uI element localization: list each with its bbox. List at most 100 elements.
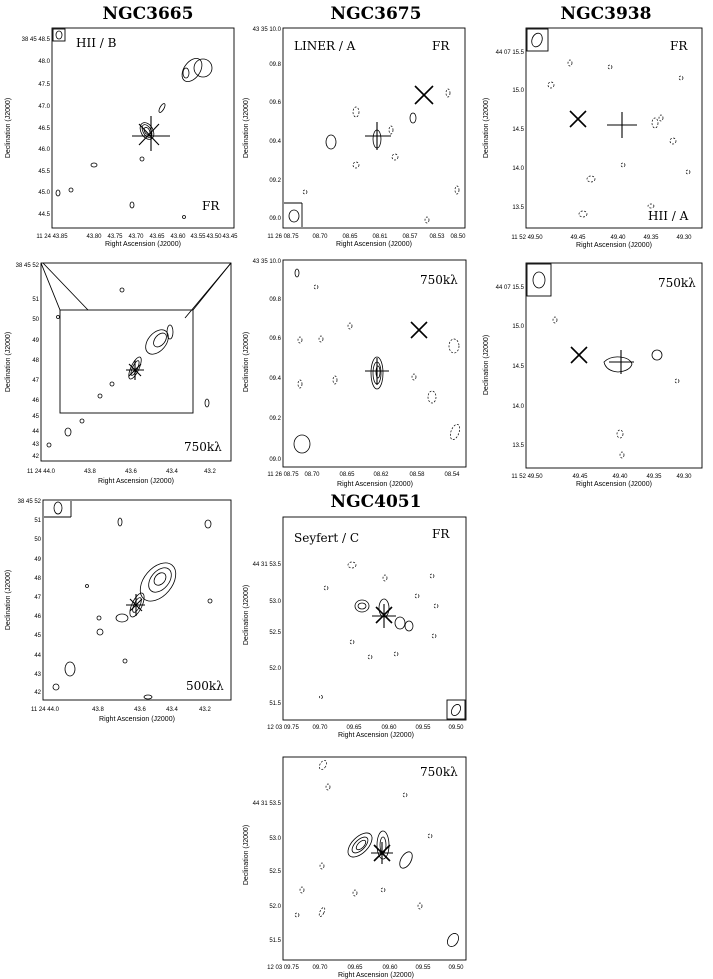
plot-frame [525, 262, 703, 469]
x-axis-label: Right Ascension (J2000) [336, 241, 412, 248]
ra-tick-label: 09.50 [448, 965, 464, 971]
dec-tick-label: 44.5 [38, 212, 50, 218]
ra-tick-label: 43.50 [206, 234, 222, 240]
dec-tick-label: 47 [34, 595, 41, 601]
resolution-label: 750kλ [658, 276, 696, 290]
beam-symbol [44, 501, 72, 518]
dec-tick-labels: 44 31 53.5 53.0 52.5 52.0 51.5 [253, 801, 282, 944]
ra-tick-labels: 11 24 43.85 43.80 43.75 43.70 43.65 43.6… [36, 234, 238, 240]
dec-tick-labels: 44 07 15.5 15.0 14.5 14.0 13.5 [496, 285, 525, 449]
dec-tick-label: 43 35 10.0 [253, 259, 282, 265]
ra-tick-label: 12 03 09.75 [267, 725, 299, 731]
y-axis-label: Declination (J2000) [5, 570, 12, 630]
ra-tick-label: 09.55 [415, 725, 431, 731]
ra-tick-label: 09.55 [415, 965, 431, 971]
ra-tick-label: 11 52 49.50 [511, 235, 543, 241]
beam-symbol [526, 263, 552, 297]
x-axis-label: Right Ascension (J2000) [576, 481, 652, 488]
ra-tick-labels: 11 52 49.50 49.45 49.40 49.35 49.30 [511, 474, 692, 480]
ra-tick-label: 11 26 08.75 [267, 472, 299, 478]
y-axis-label: Declination (J2000) [243, 98, 250, 158]
ra-tick-label: 12 03 09.75 [267, 965, 299, 971]
dec-tick-label: 14.5 [512, 127, 524, 133]
ra-tick-label: 08.53 [429, 234, 445, 240]
x-axis-label: Right Ascension (J2000) [99, 716, 175, 723]
dec-tick-label: 46.0 [38, 147, 50, 153]
dec-tick-labels: 38 45 52 51 50 49 48 47 46 45 44 43 42 [18, 499, 42, 696]
dec-tick-label: 47 [32, 378, 39, 384]
dec-tick-label: 46.5 [38, 126, 50, 132]
beam-symbol [52, 28, 66, 42]
dec-tick-label: 44 07 15.5 [496, 285, 525, 291]
plot-frame [282, 516, 467, 721]
ra-tick-label: 43.8 [92, 707, 104, 713]
dec-tick-label: 44 31 53.5 [253, 562, 282, 568]
x-axis-label: Right Ascension (J2000) [337, 481, 413, 488]
contours [552, 316, 680, 459]
dec-tick-labels: 43 35 10.0 09.8 09.6 09.4 09.2 09.0 [253, 27, 282, 222]
panel-title: NGC3938 [561, 4, 652, 24]
dec-tick-label: 09.6 [269, 100, 281, 106]
dec-tick-label: 51 [32, 297, 39, 303]
y-axis-label: Declination (J2000) [243, 332, 250, 392]
dec-tick-label: 15.0 [512, 88, 524, 94]
dec-tick-label: 46 [32, 398, 39, 404]
ra-tick-label: 08.70 [312, 234, 328, 240]
zoom-inset [40, 262, 232, 414]
dec-tick-label: 13.5 [512, 205, 524, 211]
beam-symbol [446, 699, 466, 720]
ra-tick-label: 49.30 [676, 235, 692, 241]
ra-tick-label: 09.70 [312, 965, 328, 971]
ra-tick-label: 11 26 08.75 [267, 234, 299, 240]
position-markers [365, 321, 428, 385]
plot-frame [42, 499, 232, 701]
dec-tick-label: 14.5 [512, 364, 524, 370]
panel-title: NGC3665 [103, 4, 194, 24]
position-markers [372, 604, 396, 628]
panel-ngc4051-fr: NGC4051 12 03 09.75 09.70 09.65 09.60 09… [243, 492, 467, 739]
position-markers [126, 360, 144, 380]
panel-ngc3938-750k: 11 52 49.50 49.45 49.40 49.35 49.30 44 0… [483, 262, 703, 488]
ra-tick-label: 08.57 [402, 234, 418, 240]
dec-tick-label: 14.0 [512, 404, 524, 410]
dec-tick-label: 48 [34, 576, 41, 582]
dec-tick-label: 42 [34, 690, 41, 696]
y-axis-label: Declination (J2000) [243, 585, 250, 645]
dec-tick-label: 52.0 [269, 666, 281, 672]
source-class-label: HII / B [76, 36, 117, 50]
x-axis-label: Right Ascension (J2000) [105, 241, 181, 248]
ra-tick-label: 49.40 [610, 235, 626, 241]
y-axis-label: Declination (J2000) [483, 98, 490, 158]
panel-ngc4051-750k: 12 03 09.75 09.70 09.65 09.60 09.55 09.5… [243, 756, 467, 979]
dec-tick-label: 53.0 [269, 836, 281, 842]
dec-tick-label: 09.2 [269, 416, 281, 422]
ra-tick-label: 11 52 49.50 [511, 474, 543, 480]
ra-tick-label: 49.30 [676, 474, 692, 480]
beam-symbol [526, 28, 549, 52]
contours [319, 561, 439, 699]
dec-tick-label: 49 [32, 338, 39, 344]
ra-tick-label: 43.2 [204, 469, 216, 475]
dec-tick-label: 38 45 52 [18, 499, 42, 505]
ra-tick-label: 08.61 [372, 234, 388, 240]
dec-tick-label: 38 45 52 [16, 263, 40, 269]
panel-ngc3665-500k: 11 24 44.0 43.8 43.6 43.4 43.2 38 45 52 … [5, 499, 232, 723]
ra-tick-label: 43.55 [190, 234, 206, 240]
plot-frame [40, 262, 232, 462]
resolution-label: FR [670, 39, 688, 53]
position-markers [126, 594, 145, 616]
panel-ngc3938-fr: NGC3938 11 52 49.50 49.45 49.40 49.35 49… [483, 4, 703, 249]
dec-tick-label: 09.4 [269, 139, 281, 145]
dec-tick-label: 53.0 [269, 599, 281, 605]
dec-tick-label: 43 [32, 442, 39, 448]
ra-tick-label: 09.70 [312, 725, 328, 731]
dec-tick-label: 44 31 53.5 [253, 801, 282, 807]
ra-tick-label: 49.45 [572, 474, 588, 480]
ra-tick-label: 49.40 [612, 474, 628, 480]
dec-tick-label: 14.0 [512, 166, 524, 172]
ra-tick-label: 09.60 [381, 725, 397, 731]
y-axis-label: Declination (J2000) [483, 335, 490, 395]
ra-tick-label: 49.35 [646, 474, 662, 480]
position-markers [371, 842, 393, 864]
contours [46, 287, 210, 448]
